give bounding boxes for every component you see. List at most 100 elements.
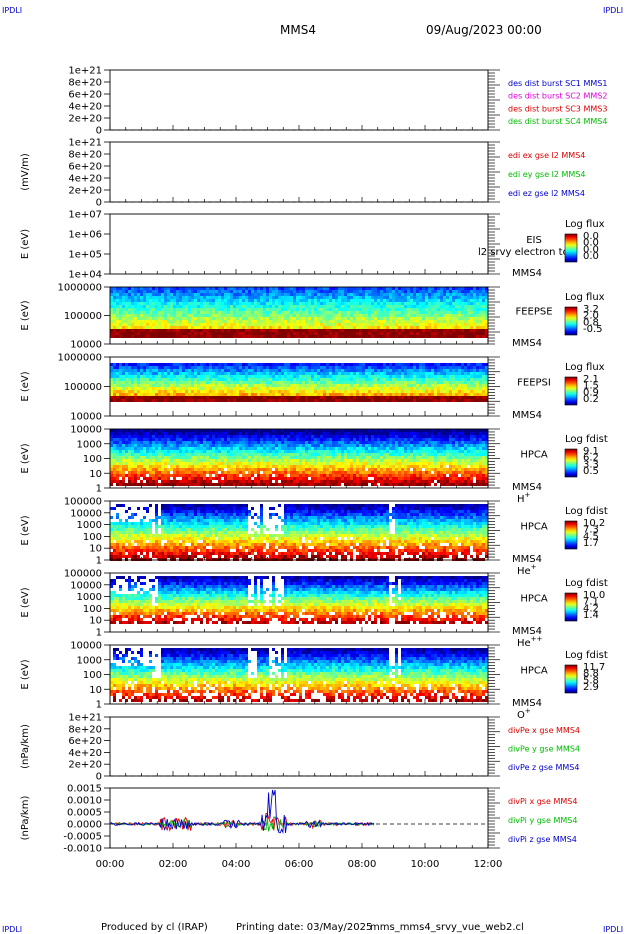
spectrogram-cell [407, 399, 410, 402]
spectrogram-cell [284, 296, 287, 299]
spectrogram-cell [305, 290, 308, 293]
spectrogram-cell [251, 375, 254, 378]
spectrogram-cell [434, 320, 437, 323]
spectrogram-cell [179, 314, 182, 317]
spectrogram-cell [464, 296, 467, 299]
spectrogram-cell [416, 393, 419, 396]
spectrogram-cell [383, 363, 386, 366]
spectrogram-cell [224, 287, 227, 290]
spectrogram-cell [281, 326, 284, 329]
spectrogram-cell [164, 378, 167, 381]
spectrogram-cell [122, 317, 125, 320]
spectrogram-cell [170, 384, 173, 387]
spectrogram-cell [284, 326, 287, 329]
spectrogram-cell [212, 450, 215, 453]
spectrogram-cell [122, 453, 125, 456]
spectrogram-cell [425, 302, 428, 305]
spectrogram-cell [290, 290, 293, 293]
spectrogram-cell [467, 366, 470, 369]
spectrogram-cell [299, 369, 302, 372]
spectrogram-cell [374, 372, 377, 375]
spectrogram-cell [404, 293, 407, 296]
spectrogram-cell [131, 332, 134, 335]
spectrogram-cell [404, 326, 407, 329]
spectrogram-cell [329, 320, 332, 323]
spectrogram-cell [284, 290, 287, 293]
spectrogram-cell [425, 381, 428, 384]
spectrogram-cell [134, 456, 137, 459]
spectrogram-cell [251, 308, 254, 311]
spectrogram-cell [455, 366, 458, 369]
spectrogram-cell [245, 390, 248, 393]
spectrogram-cell [437, 387, 440, 390]
spectrogram-cell [149, 317, 152, 320]
spectrogram-cell [167, 441, 170, 444]
spectrogram-cell [395, 387, 398, 390]
spectrogram-cell [347, 308, 350, 311]
spectrogram-cell [173, 305, 176, 308]
spectrogram-cell [170, 381, 173, 384]
spectrogram-cell [479, 314, 482, 317]
spectrogram-cell [266, 366, 269, 369]
spectrogram-cell [209, 320, 212, 323]
spectrogram-cell [293, 335, 296, 338]
spectrogram-cell [182, 468, 185, 471]
spectrogram-cell [149, 293, 152, 296]
spectrogram-cell [362, 332, 365, 335]
spectrogram-cell [392, 372, 395, 375]
spectrogram-cell [224, 378, 227, 381]
spectrogram-cell [134, 293, 137, 296]
spectrogram-cell [185, 450, 188, 453]
spectrogram-cell [212, 290, 215, 293]
spectrogram-cell [296, 369, 299, 372]
spectrogram-cell [272, 287, 275, 290]
spectrogram-cell [425, 299, 428, 302]
spectrogram-cell [281, 323, 284, 326]
spectrogram-cell [203, 296, 206, 299]
spectrogram-cell [131, 372, 134, 375]
spectrogram-cell [170, 329, 173, 332]
spectrogram-cell [326, 396, 329, 399]
spectrogram-cell [377, 384, 380, 387]
spectrogram-cell [137, 465, 140, 468]
spectrogram-cell [344, 363, 347, 366]
spectrogram-cell [152, 387, 155, 390]
spectrogram-cell [194, 369, 197, 372]
spectrogram-cell [368, 390, 371, 393]
spectrogram-cell [155, 296, 158, 299]
spectrogram-cell [428, 390, 431, 393]
spectrogram-cell [275, 293, 278, 296]
spectrogram-cell [161, 290, 164, 293]
page-title: MMS4 [280, 23, 316, 37]
spectrogram-cell [176, 396, 179, 399]
spectrogram-cell [230, 326, 233, 329]
spectrogram-cell [125, 363, 128, 366]
spectrogram-cell [479, 381, 482, 384]
spectrogram-cell [134, 369, 137, 372]
spectrogram-cell [179, 302, 182, 305]
spectrogram-cell [212, 447, 215, 450]
spectrogram-cell [407, 372, 410, 375]
spectrogram-cell [143, 378, 146, 381]
spectrogram-cell [221, 305, 224, 308]
spectrogram-cell [404, 369, 407, 372]
spectrogram-cell [335, 323, 338, 326]
spectrogram-cell [110, 441, 113, 444]
spectrogram-cell [479, 384, 482, 387]
spectrogram-cell [209, 477, 212, 480]
spectrogram-cell [125, 453, 128, 456]
spectrogram-cell [152, 399, 155, 402]
spectrogram-cell [278, 396, 281, 399]
spectrogram-cell [155, 390, 158, 393]
spectrogram-cell [137, 393, 140, 396]
spectrogram-cell [242, 332, 245, 335]
spectrogram-cell [254, 302, 257, 305]
spectrogram-cell [125, 329, 128, 332]
spectrogram-cell [410, 317, 413, 320]
spectrogram-cell [233, 471, 236, 474]
spectrogram-cell [389, 335, 392, 338]
spectrogram-cell [362, 290, 365, 293]
spectrogram-cell [392, 369, 395, 372]
spectrogram-cell [338, 299, 341, 302]
spectrogram-cell [245, 387, 248, 390]
